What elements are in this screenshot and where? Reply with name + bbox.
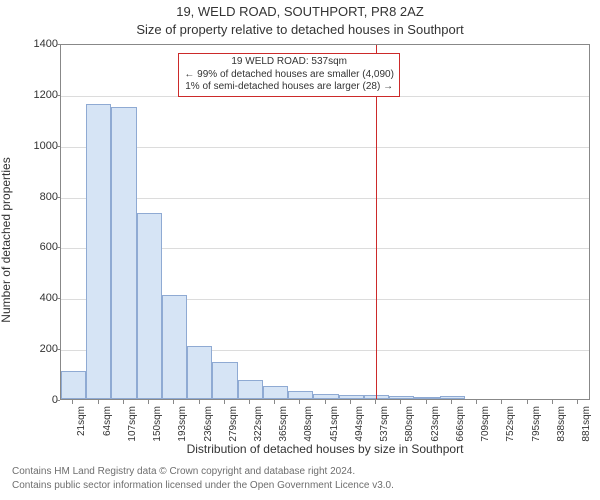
x-tick-mark xyxy=(72,400,73,404)
chart-title-address: 19, WELD ROAD, SOUTHPORT, PR8 2AZ xyxy=(0,4,600,19)
x-tick-mark xyxy=(173,400,174,404)
histogram-bar xyxy=(414,397,439,399)
x-tick-mark xyxy=(249,400,250,404)
x-tick-mark xyxy=(98,400,99,404)
histogram-bar xyxy=(61,371,86,399)
gridline xyxy=(61,198,589,199)
histogram-bar xyxy=(111,107,136,399)
x-tick-mark xyxy=(451,400,452,404)
attribution-line-1: Contains HM Land Registry data © Crown c… xyxy=(12,466,590,477)
x-tick-mark xyxy=(274,400,275,404)
y-tick-label: 400 xyxy=(8,292,58,304)
gridline xyxy=(61,147,589,148)
y-tick-label: 0 xyxy=(8,394,58,406)
x-tick-mark xyxy=(123,400,124,404)
x-axis-label: Distribution of detached houses by size … xyxy=(60,442,590,456)
x-tick-mark xyxy=(426,400,427,404)
histogram-bar xyxy=(212,362,237,399)
y-tick-label: 600 xyxy=(8,241,58,253)
x-tick-mark xyxy=(325,400,326,404)
histogram-bar xyxy=(86,104,111,399)
reference-marker-line xyxy=(376,45,377,399)
x-tick-mark xyxy=(476,400,477,404)
histogram-bar xyxy=(162,295,187,399)
x-tick-mark xyxy=(527,400,528,404)
annotation-line-larger: 1% of semi-detached houses are larger (2… xyxy=(184,81,394,94)
size-distribution-chart: 19, WELD ROAD, SOUTHPORT, PR8 2AZ Size o… xyxy=(0,0,600,500)
x-tick-mark xyxy=(199,400,200,404)
y-tick-label: 1000 xyxy=(8,140,58,152)
y-tick-label: 200 xyxy=(8,343,58,355)
x-tick-mark xyxy=(501,400,502,404)
chart-subtitle: Size of property relative to detached ho… xyxy=(0,22,600,37)
histogram-bar xyxy=(313,394,338,399)
histogram-bar xyxy=(440,396,465,399)
attribution-line-2: Contains public sector information licen… xyxy=(12,480,590,491)
annotation-callout: 19 WELD ROAD: 537sqm ← 99% of detached h… xyxy=(178,53,400,97)
x-tick-mark xyxy=(299,400,300,404)
y-tick-label: 1200 xyxy=(8,89,58,101)
plot-area: 19 WELD ROAD: 537sqm ← 99% of detached h… xyxy=(60,44,590,400)
histogram-bar xyxy=(137,213,162,399)
histogram-bar xyxy=(339,395,364,399)
histogram-bar xyxy=(187,346,212,399)
x-tick-mark xyxy=(375,400,376,404)
histogram-bar xyxy=(389,396,414,399)
y-tick-label: 800 xyxy=(8,191,58,203)
x-tick-mark xyxy=(400,400,401,404)
y-tick-label: 1400 xyxy=(8,38,58,50)
histogram-bar xyxy=(238,380,263,399)
y-tick-mark xyxy=(56,400,60,401)
histogram-bar xyxy=(263,386,288,399)
annotation-line-property: 19 WELD ROAD: 537sqm xyxy=(184,56,394,69)
annotation-line-smaller: ← 99% of detached houses are smaller (4,… xyxy=(184,69,394,82)
x-tick-mark xyxy=(148,400,149,404)
x-tick-mark xyxy=(552,400,553,404)
x-tick-mark xyxy=(577,400,578,404)
x-tick-mark xyxy=(350,400,351,404)
x-tick-mark xyxy=(224,400,225,404)
histogram-bar xyxy=(288,391,313,399)
